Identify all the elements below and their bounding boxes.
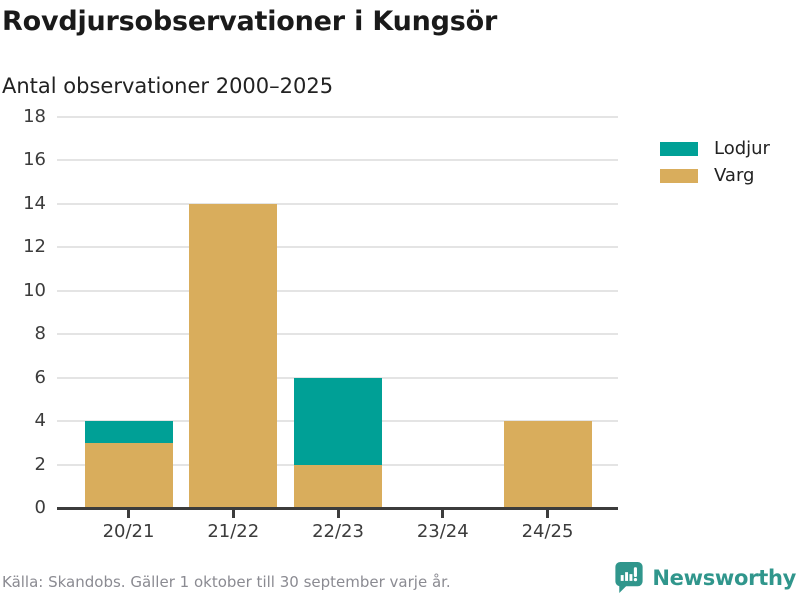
legend-item-varg: Varg [660, 162, 770, 189]
y-tick-label-0: 0 [34, 497, 46, 518]
x-tick-label-22-23: 22/23 [312, 521, 364, 542]
varg-swatch [660, 168, 698, 183]
gridline-y16 [57, 159, 618, 162]
legend-label: Varg [714, 165, 755, 186]
chart-legend: Lodjur Varg [660, 135, 770, 189]
gridline-y12 [57, 246, 618, 249]
x-tick-21-22 [231, 510, 235, 518]
bar-20-21-varg [84, 442, 173, 508]
plot-area [57, 116, 618, 508]
y-tick-label-18: 18 [23, 106, 46, 127]
gridline-y10 [57, 289, 618, 292]
bar-20-21-lodjur [84, 421, 173, 443]
y-tick-label-14: 14 [23, 192, 46, 214]
x-tick-23-24 [441, 510, 445, 518]
y-tick-label-6: 6 [34, 366, 46, 388]
y-tick-label-4: 4 [34, 410, 46, 432]
y-tick-label-10: 10 [23, 279, 46, 301]
y-tick-label-2: 2 [34, 453, 46, 475]
legend-label: Lodjur [714, 138, 770, 159]
x-tick-label-21-22: 21/22 [207, 521, 260, 542]
chart-title: Rovdjursobservationer i Kungsör [2, 6, 498, 37]
x-tick-22-23 [336, 510, 340, 518]
legend-item-lodjur: Lodjur [660, 135, 770, 162]
newsworthy-wordmark: Newsworthy [652, 565, 796, 590]
bar-chart-speech-bubble-icon [615, 561, 644, 594]
bar-22-23-lodjur [294, 377, 382, 465]
x-tick-20-21 [127, 510, 130, 518]
bar-22-23-varg [294, 464, 382, 508]
lodjur-swatch [660, 141, 698, 156]
bar-24-25-varg [503, 421, 592, 508]
x-tick-24-25 [546, 510, 549, 518]
bar-21-22-varg [189, 203, 278, 508]
x-tick-label-20-21: 20/21 [102, 521, 155, 542]
x-axis-line [57, 507, 618, 510]
y-tick-label-16: 16 [23, 149, 46, 171]
newsworthy-logo: Newsworthy [613, 560, 796, 595]
gridline-y6 [57, 376, 618, 379]
x-tick-label-23-24: 23/24 [416, 521, 469, 542]
y-tick-label-12: 12 [23, 236, 46, 258]
gridline-y8 [57, 333, 618, 336]
chart-subtitle: Antal observationer 2000–2025 [2, 74, 334, 98]
x-tick-label-24-25: 24/25 [521, 521, 574, 542]
y-tick-label-8: 8 [34, 323, 46, 345]
gridline-y14 [57, 202, 618, 205]
source-caption: Källa: Skandobs. Gäller 1 oktober till 3… [2, 573, 451, 591]
gridline-y18 [57, 116, 618, 118]
